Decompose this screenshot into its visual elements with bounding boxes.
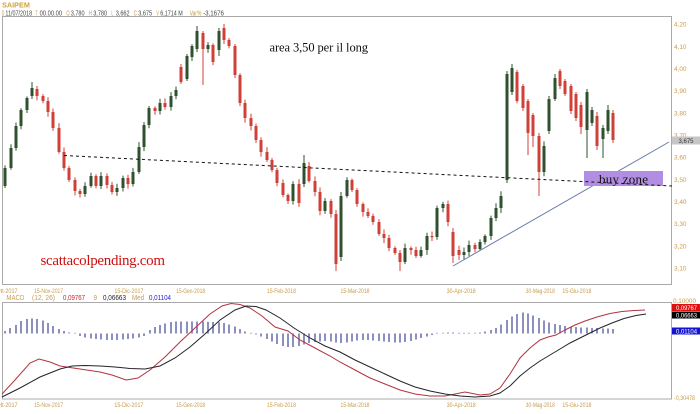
- svg-text:D: D: [2, 11, 5, 18]
- svg-text:4,20: 4,20: [674, 22, 687, 29]
- svg-text:3,30: 3,30: [674, 221, 687, 228]
- svg-text:3,675: 3,675: [138, 11, 152, 18]
- svg-text:15-Gen-2018: 15-Gen-2018: [176, 288, 205, 295]
- svg-text:9: 9: [94, 295, 98, 302]
- svg-text:16-Ott-2017: 16-Ott-2017: [0, 288, 18, 295]
- svg-text:buy zone: buy zone: [599, 172, 648, 187]
- svg-text:3,40: 3,40: [674, 199, 687, 206]
- svg-text:T: T: [35, 11, 37, 18]
- svg-text:scattacolpending.com: scattacolpending.com: [41, 253, 166, 269]
- svg-text:15-Mar-2018: 15-Mar-2018: [341, 402, 370, 409]
- svg-text:3,780: 3,780: [71, 11, 85, 18]
- svg-text:3,60: 3,60: [674, 155, 687, 162]
- svg-text:Med: Med: [132, 295, 144, 302]
- svg-text:15-Feb-2018: 15-Feb-2018: [267, 288, 296, 295]
- svg-text:30-Mag-2018: 30-Mag-2018: [526, 402, 555, 409]
- svg-text:0,06663: 0,06663: [676, 312, 697, 319]
- svg-text:3,675: 3,675: [679, 138, 694, 145]
- svg-text:0,01104: 0,01104: [676, 328, 697, 335]
- svg-text:SAIPEM: SAIPEM: [2, 1, 30, 10]
- svg-text:3,662: 3,662: [116, 11, 130, 18]
- svg-text:11/07/2018: 11/07/2018: [5, 11, 32, 18]
- svg-text:3,80: 3,80: [674, 110, 687, 117]
- svg-text:30-Apr-2018: 30-Apr-2018: [447, 402, 476, 409]
- svg-text:15-Giu-2018: 15-Giu-2018: [562, 402, 591, 409]
- svg-text:0,09767: 0,09767: [676, 305, 697, 312]
- svg-text:15-Feb-2018: 15-Feb-2018: [267, 402, 296, 409]
- svg-text:15-Dic-2017: 15-Dic-2017: [114, 288, 143, 295]
- svg-text:16-Ott-2017: 16-Ott-2017: [0, 402, 18, 409]
- svg-text:15-Nov-2017: 15-Nov-2017: [34, 288, 63, 295]
- svg-text:15-Dic-2017: 15-Dic-2017: [114, 402, 143, 409]
- svg-text:15-Nov-2017: 15-Nov-2017: [34, 402, 63, 409]
- svg-text:3,70: 3,70: [674, 133, 687, 140]
- svg-text:3,50: 3,50: [674, 177, 687, 184]
- svg-text:area 3,50 per il long: area 3,50 per il long: [270, 41, 369, 55]
- svg-text:00.00.00: 00.00.00: [40, 11, 63, 18]
- svg-text:4,10: 4,10: [674, 44, 687, 51]
- svg-text:H: H: [89, 11, 92, 18]
- svg-text:V: V: [156, 11, 159, 18]
- svg-text:C: C: [134, 11, 137, 18]
- svg-text:6,1714 M: 6,1714 M: [160, 11, 183, 18]
- svg-text:O: O: [66, 11, 70, 18]
- svg-text:0,09767: 0,09767: [63, 295, 85, 302]
- svg-text:3,90: 3,90: [674, 88, 687, 95]
- svg-text:4,00: 4,00: [674, 66, 687, 73]
- svg-text:15-Gen-2018: 15-Gen-2018: [176, 402, 205, 409]
- svg-text:-3,1676: -3,1676: [203, 11, 224, 18]
- svg-text:30-Apr-2018: 30-Apr-2018: [447, 288, 476, 295]
- svg-text:3,780: 3,780: [93, 11, 107, 18]
- svg-text:3,20: 3,20: [674, 243, 687, 250]
- svg-text:15-Mar-2018: 15-Mar-2018: [341, 288, 370, 295]
- svg-text:L: L: [111, 11, 113, 18]
- svg-text:0,01104: 0,01104: [149, 295, 171, 302]
- svg-text:Var%: Var%: [190, 11, 202, 18]
- svg-text:0,10000: 0,10000: [673, 298, 696, 305]
- svg-text:MACD: MACD: [6, 295, 24, 302]
- svg-text:-0,30478: -0,30478: [674, 395, 695, 402]
- svg-text:15-Giu-2018: 15-Giu-2018: [562, 288, 591, 295]
- svg-text:0,06663: 0,06663: [103, 295, 126, 302]
- svg-text:30-Mag-2018: 30-Mag-2018: [526, 288, 555, 295]
- svg-text:(12, 26): (12, 26): [32, 295, 55, 302]
- svg-text:3,10: 3,10: [674, 266, 687, 273]
